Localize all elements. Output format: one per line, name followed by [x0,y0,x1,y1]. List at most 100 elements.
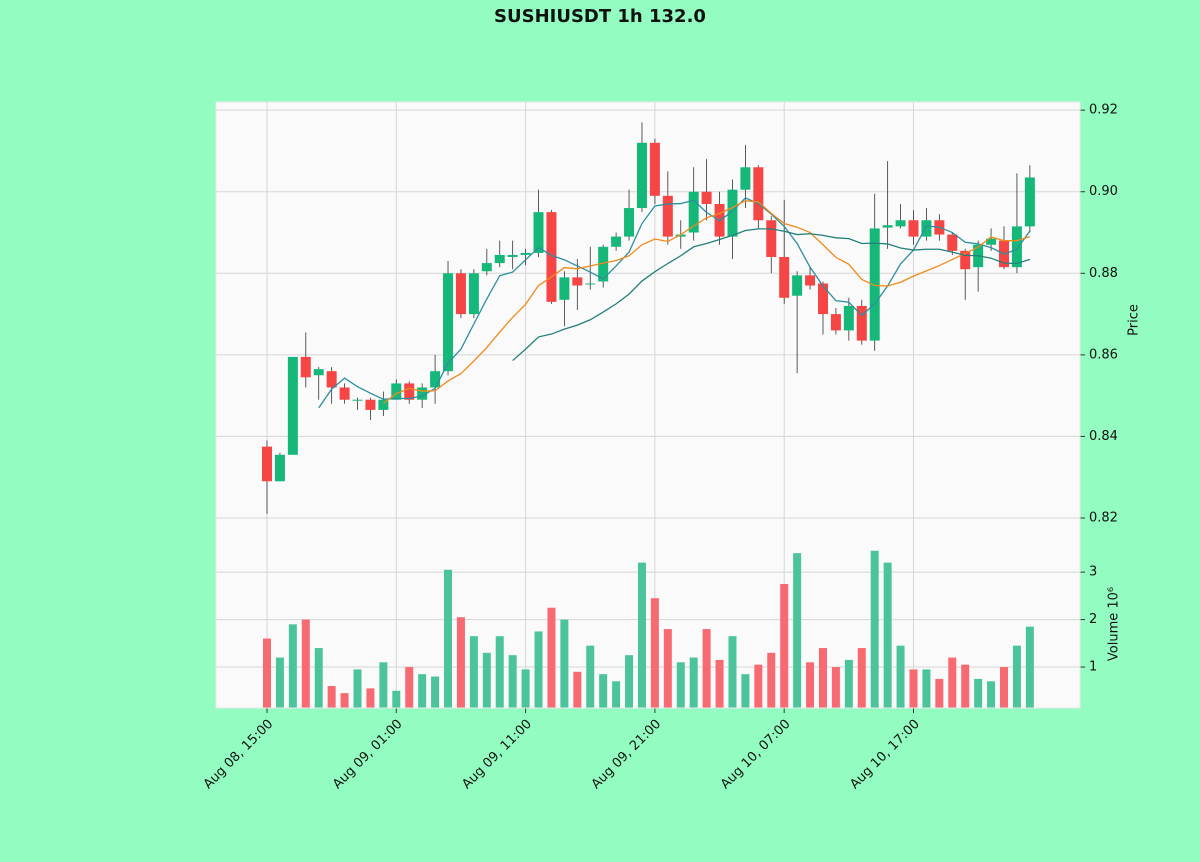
candle-body [856,305,867,341]
candle-body [611,236,622,247]
candle-body [624,208,635,237]
volume-bar [379,662,388,708]
volume-bar [586,645,595,708]
x-tick-label: Aug 10, 17:00 [847,717,923,793]
candle-body [921,220,932,237]
candle-body [533,212,544,253]
moving-average-line [512,228,1031,362]
volume-bar [482,652,491,708]
candle-body [986,238,997,245]
candle-body [494,254,505,264]
candle-body [585,283,596,285]
candle-body [300,356,311,378]
candle-body [287,356,298,455]
plot-area [216,102,1080,708]
volume-bar [974,678,983,708]
candle-body [1011,226,1022,268]
volume-bar [314,648,323,708]
volume-bar [263,638,271,708]
volume-bar [961,664,970,708]
moving-average-line [382,200,1031,404]
moving-average-line [318,197,1031,409]
candle-body [391,383,402,400]
volume-bar [560,619,569,708]
candle-body [649,142,660,196]
x-tick-label: Aug 10, 07:00 [718,717,794,793]
volume-bar [456,617,465,708]
candle-body [636,142,647,209]
candle-body [430,371,441,388]
candle-body [843,305,854,331]
y2-tick-label: 3 [1089,565,1097,580]
volume-bar [340,693,349,708]
volume-bar [896,645,905,708]
volume-bar [793,553,802,708]
volume-bar [1000,667,1009,708]
volume-bar [612,681,621,708]
volume-bar [521,669,530,708]
plot-frame [215,101,1081,709]
volume-bar [495,636,504,708]
candle-body [507,254,518,257]
x-tick-label: Aug 09, 11:00 [459,717,535,793]
volume-bar [857,648,866,708]
candle-body [960,250,971,270]
candle-body [1024,177,1035,227]
candle-body [740,167,751,190]
candle-body [352,399,363,401]
volume-bar [741,674,750,708]
volume-bar [1012,645,1021,708]
volume-bar [366,688,375,708]
chart-title: SUSHIUSDT 1h 132.0 [494,6,706,27]
volume-bar [831,667,840,708]
volume-bar [935,678,944,708]
volume-bar [469,636,478,708]
y-axis-label: Price [1127,304,1142,336]
candle-body [598,246,609,282]
volume-bar [676,662,685,708]
candle-body [688,191,699,233]
candle-body [481,263,492,272]
candle-body [274,454,285,482]
x-tick-label: Aug 09, 01:00 [330,717,406,793]
volume-bar [870,550,879,708]
volume-bar [353,669,362,708]
volume-bar [301,619,310,708]
volume-bar [573,671,582,708]
candle-body [779,256,790,298]
candle-body [520,252,531,255]
candle-body [908,220,919,237]
volume-bar [922,669,931,708]
candle-body [882,225,893,228]
volume-bar [637,562,646,708]
volume-bar [534,631,543,708]
candle-body [701,191,712,204]
y-tick-label: 0.86 [1089,347,1118,362]
y-tick-label: 0.82 [1089,511,1118,526]
y2-tick-label: 1 [1089,660,1097,675]
volume-bar [650,598,659,708]
volume-bar [806,662,815,708]
candle-body [830,314,841,331]
volume-bar [689,657,698,708]
volume-bar [883,562,892,708]
y2-axis-label: Volume 10⁶ [1107,587,1122,661]
volume-bar [444,569,453,708]
candle-body [339,387,350,400]
candle-body [468,273,479,315]
y-tick-label: 0.92 [1089,103,1118,118]
candle-body [417,387,428,400]
volume-bar [288,624,297,708]
candle-body [662,195,673,237]
volume-bar [948,657,957,708]
volume-bar [1025,626,1034,708]
volume-bar [715,659,724,708]
candle-body [455,273,466,315]
candle-body [443,273,454,372]
volume-bar [818,648,827,708]
volume-bar [327,686,336,708]
y2-tick-label: 2 [1089,612,1097,627]
volume-bar [625,655,634,708]
volume-bar [754,664,763,708]
candle-body [326,371,337,388]
